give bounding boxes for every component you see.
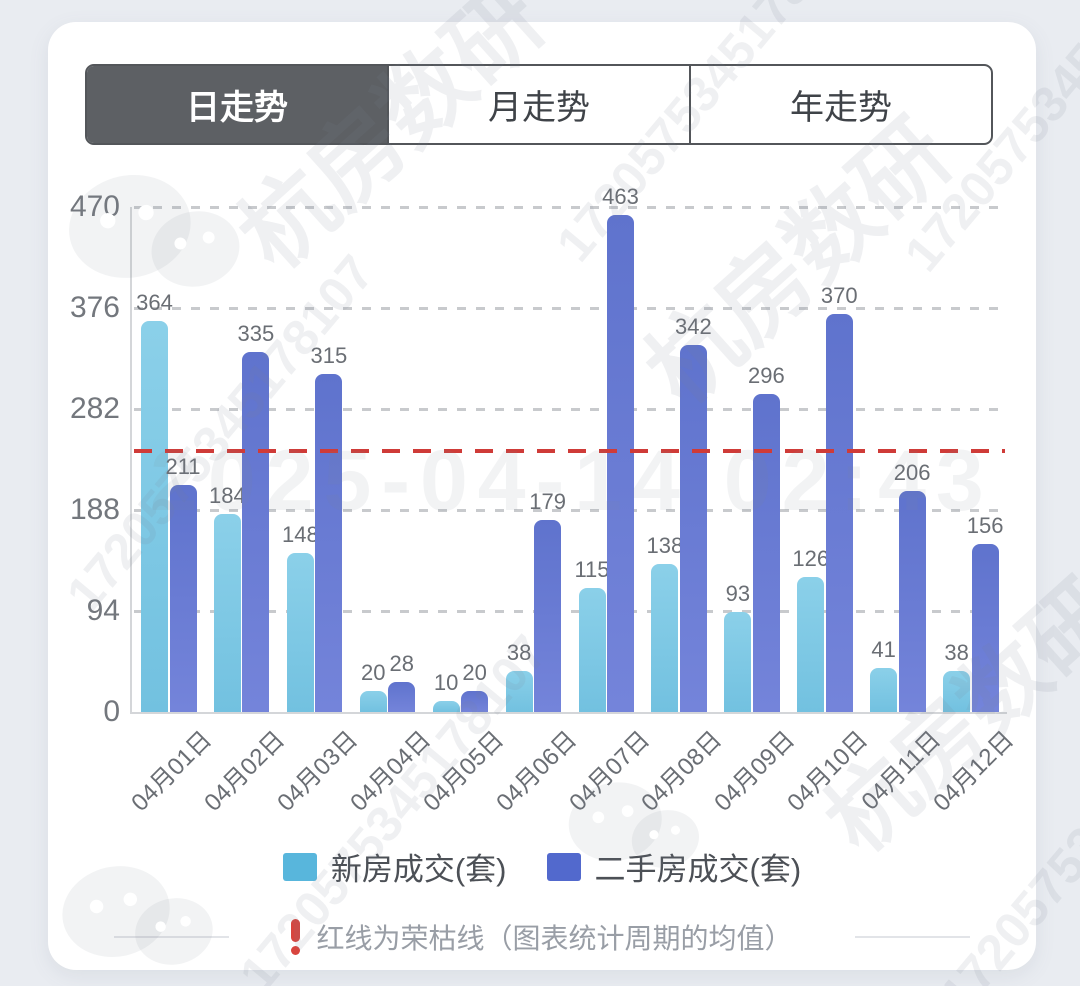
bar-value-label: 38 — [944, 640, 969, 666]
bar-new-homes[interactable] — [505, 671, 533, 712]
bar-value-label: 156 — [966, 513, 1004, 539]
bar-value-label: 126 — [792, 545, 830, 571]
trend-tabs: 日走势 月走势 年走势 — [85, 64, 993, 145]
bar-secondhand-homes[interactable] — [898, 490, 926, 712]
y-axis-tick-label: 0 — [103, 695, 120, 728]
bar-value-label: 342 — [675, 313, 712, 339]
bar-value-label: 370 — [820, 283, 858, 309]
bar-secondhand-homes[interactable] — [315, 373, 343, 712]
plot-area: 0 94 188 282 376 470 364 184 148 20 10 38 115 138 93 12… — [70, 184, 1019, 817]
bar-secondhand-homes[interactable] — [461, 690, 489, 712]
gridline — [134, 408, 1005, 411]
bar-value-label: 296 — [747, 362, 785, 388]
gridline — [134, 206, 1005, 209]
secondhand-homes-swatch — [546, 852, 581, 881]
bar-value-label: 138 — [646, 532, 684, 558]
y-axis-tick-label: 188 — [69, 493, 120, 526]
note-divider-left — [114, 936, 230, 938]
bar-new-homes[interactable] — [797, 576, 825, 712]
bar-secondhand-homes[interactable] — [752, 393, 780, 712]
bar-new-homes[interactable] — [943, 671, 971, 712]
legend-item-secondhand-homes: 二手房成交(套) — [546, 844, 802, 889]
bar-secondhand-homes[interactable] — [534, 519, 562, 712]
note-text: 红线为荣枯线（图表统计周期的均值） — [316, 923, 793, 954]
y-axis-tick-label: 94 — [86, 594, 120, 627]
gridline — [134, 307, 1005, 310]
bar-value-label: 20 — [462, 659, 487, 685]
bar-secondhand-homes[interactable] — [169, 485, 197, 712]
secondhand-homes-label: 二手房成交(套) — [594, 852, 802, 887]
bar-value-label: 20 — [361, 659, 386, 685]
bar-new-homes[interactable] — [141, 320, 168, 712]
bar-value-label: 364 — [136, 289, 173, 315]
legend-item-new-homes: 新房成交(套) — [282, 844, 507, 889]
bar-new-homes[interactable] — [359, 690, 387, 712]
exclamation-icon — [291, 919, 301, 955]
y-axis-tick-label: 376 — [69, 291, 120, 324]
boom-bust-reference-line — [134, 448, 1005, 453]
bar-new-homes[interactable] — [578, 588, 606, 712]
new-homes-swatch — [282, 852, 317, 881]
bar-new-homes[interactable] — [432, 701, 460, 712]
new-homes-label: 新房成交(套) — [330, 852, 507, 887]
bar-value-label: 211 — [165, 454, 201, 480]
bar-secondhand-homes[interactable] — [607, 214, 634, 712]
bar-secondhand-homes[interactable] — [242, 352, 270, 712]
gridline — [134, 509, 1005, 512]
bar-value-label: 41 — [871, 636, 896, 662]
reference-line-note: 红线为荣枯线（图表统计周期的均值） — [48, 917, 1036, 957]
bar-value-label: 463 — [602, 183, 639, 209]
bar-value-label: 335 — [237, 321, 275, 347]
bar-secondhand-homes[interactable] — [388, 681, 416, 712]
bar-new-homes[interactable] — [724, 612, 752, 712]
chart-legend: 新房成交(套) 二手房成交(套) — [48, 844, 1036, 889]
bar-secondhand-homes[interactable] — [825, 314, 853, 712]
bar-value-label: 38 — [506, 640, 532, 666]
bar-new-homes[interactable] — [651, 563, 679, 712]
bar-secondhand-homes[interactable] — [971, 544, 999, 712]
bar-value-label: 115 — [574, 557, 610, 583]
bar-value-label: 28 — [389, 650, 414, 676]
bar-value-label: 315 — [310, 342, 348, 368]
tab-monthly-trend[interactable]: 月走势 — [387, 66, 689, 143]
bar-new-homes[interactable] — [286, 552, 314, 712]
bar-value-label: 206 — [893, 459, 931, 485]
tab-yearly-trend[interactable]: 年走势 — [689, 66, 991, 143]
bar-value-label: 148 — [281, 521, 319, 547]
note-divider-right — [854, 936, 970, 938]
bar-value-label: 179 — [529, 488, 566, 514]
bar-new-homes[interactable] — [213, 514, 241, 712]
gridline — [134, 610, 1005, 613]
bar-value-label: 93 — [725, 581, 751, 607]
y-axis-tick-label: 470 — [69, 190, 120, 223]
bar-value-label: 10 — [433, 670, 459, 696]
bar-value-label: 184 — [209, 483, 246, 509]
bar-secondhand-homes[interactable] — [679, 344, 707, 712]
bar-new-homes[interactable] — [870, 667, 898, 712]
y-axis-tick-label: 282 — [69, 392, 120, 425]
chart-card: 日走势 月走势 年走势 0 94 188 282 376 470 364 184 148 20 10… — [48, 22, 1036, 970]
tab-daily-trend[interactable]: 日走势 — [87, 66, 387, 143]
